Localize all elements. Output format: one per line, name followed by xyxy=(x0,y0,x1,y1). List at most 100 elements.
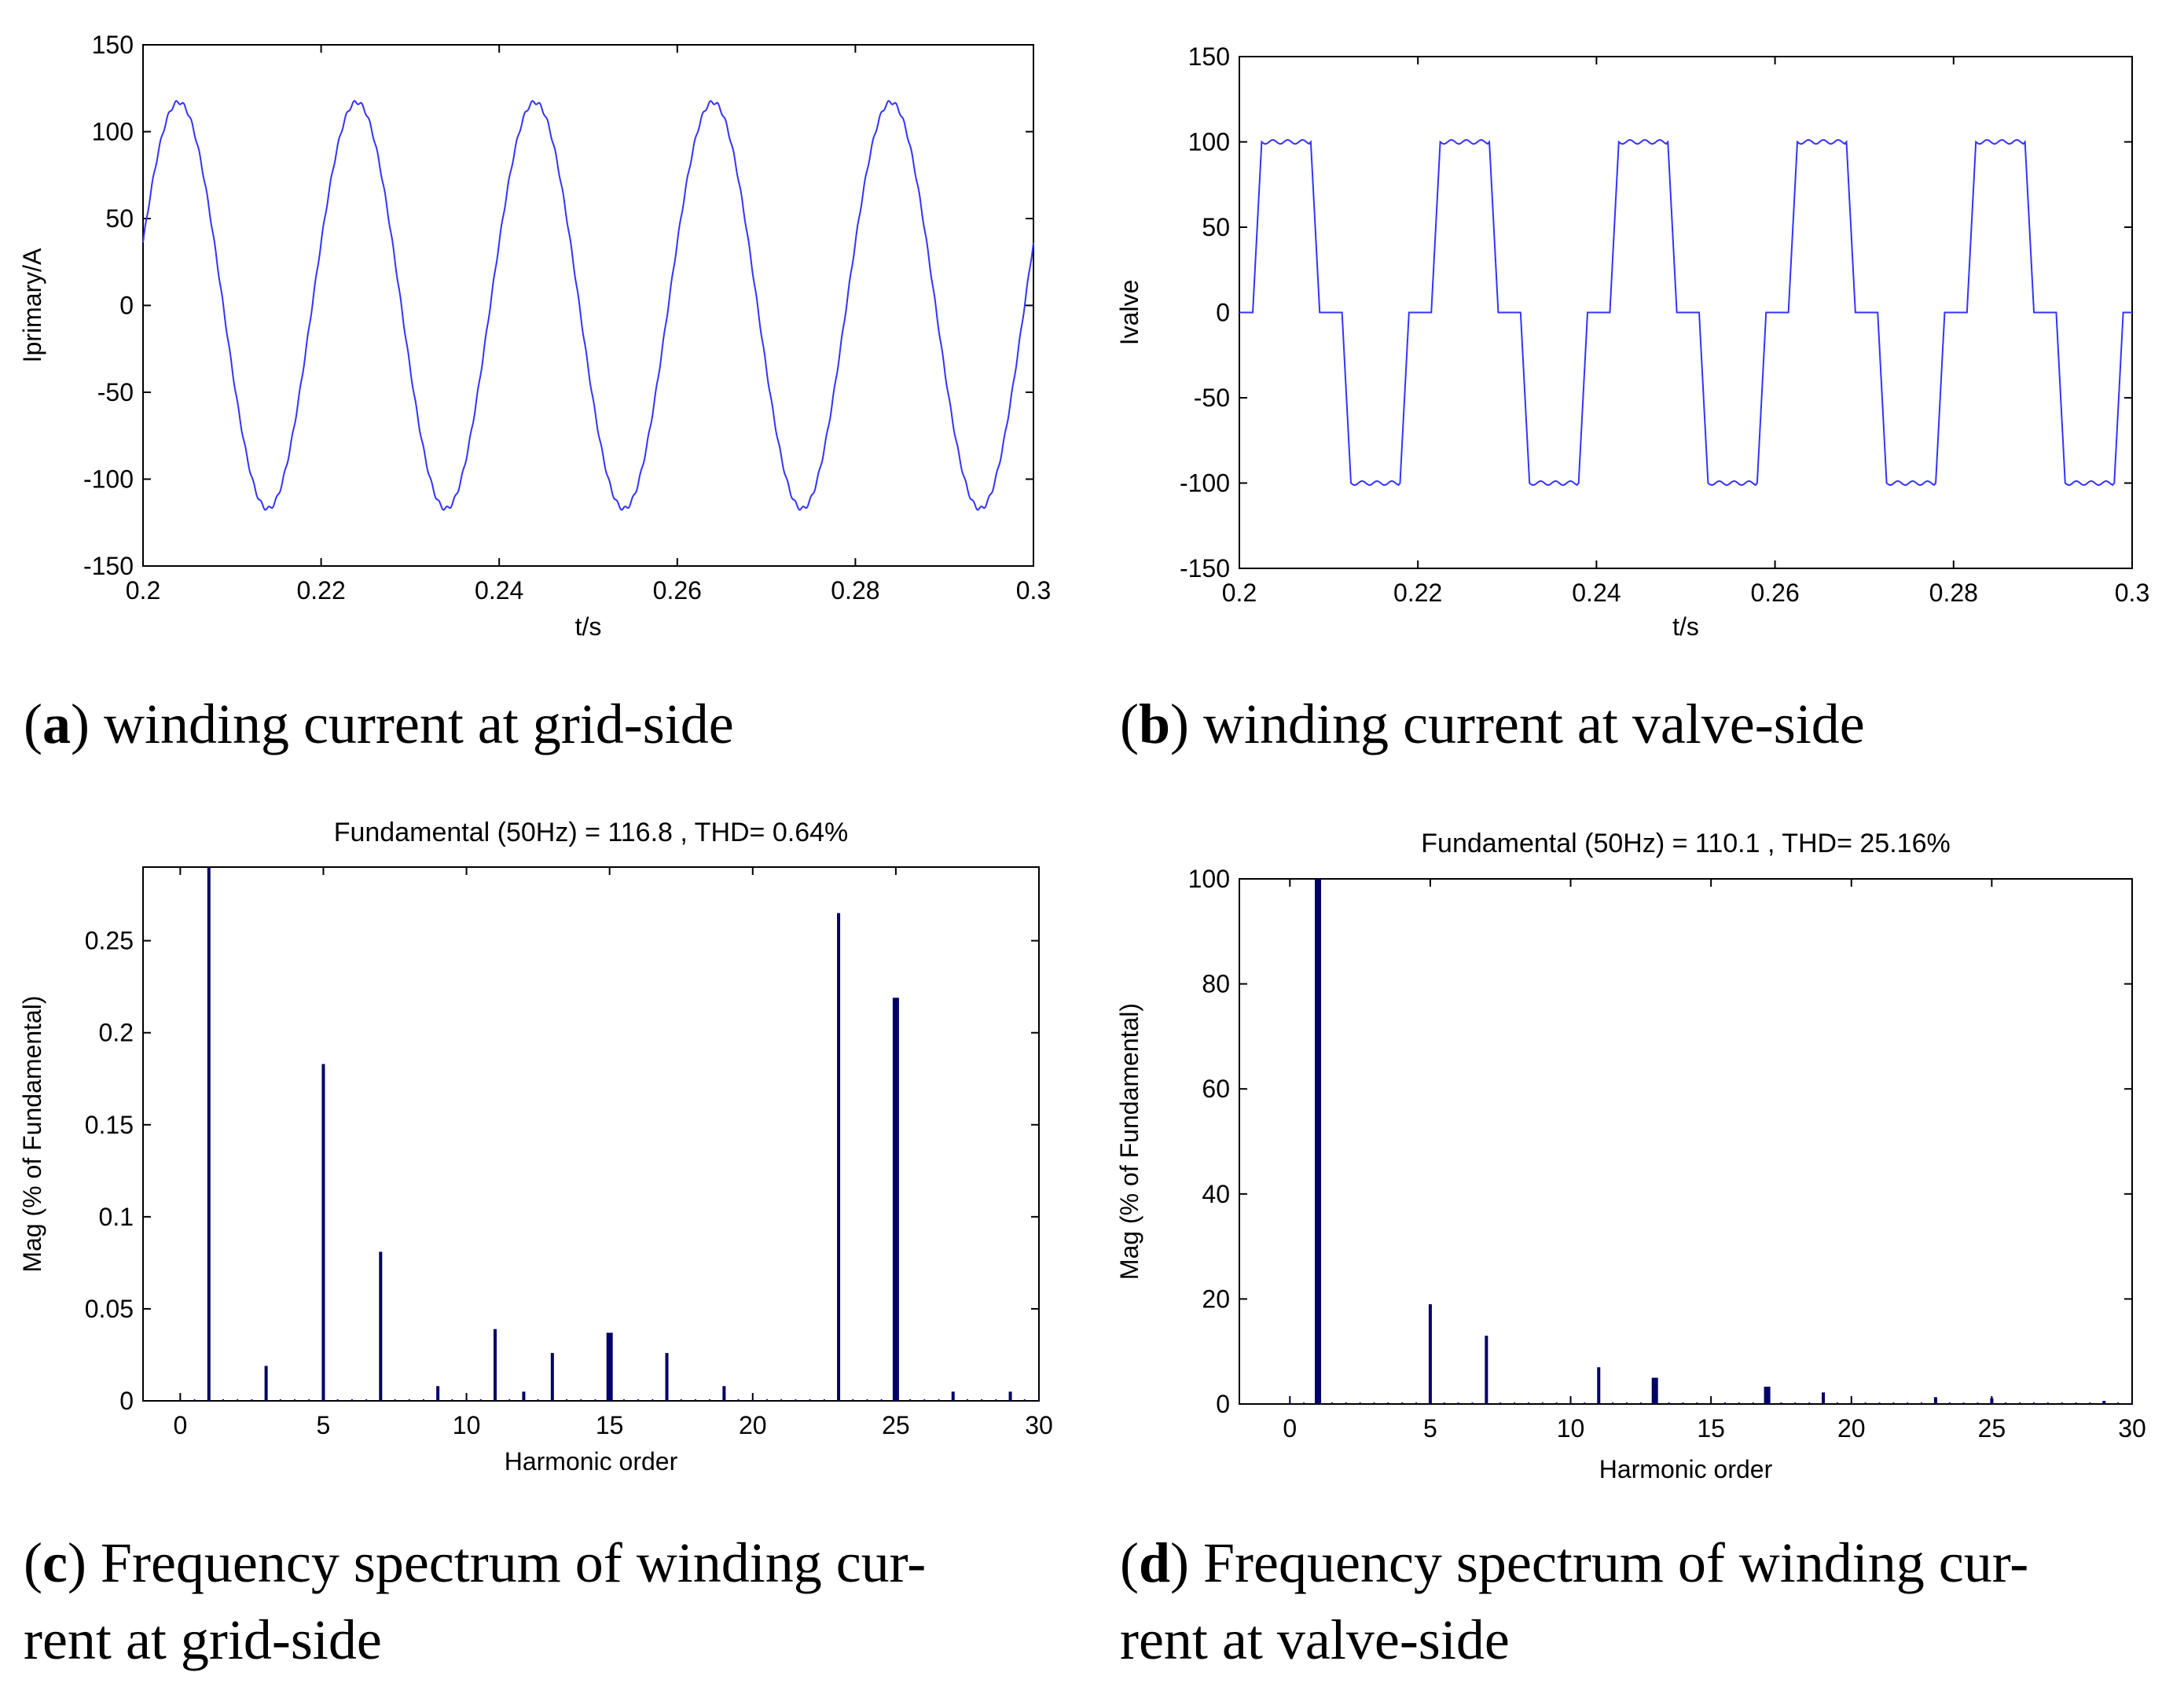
panel-d-ytick-label: 40 xyxy=(1202,1180,1230,1208)
panel-b-ytick-label: 0 xyxy=(1216,299,1230,327)
panel-d-bar-h7 xyxy=(1485,1336,1488,1404)
panel-d-xtick-label: 10 xyxy=(1557,1414,1585,1443)
panel-a-ytick-label: -100 xyxy=(83,465,134,494)
panel-b-ytick-label: -100 xyxy=(1180,469,1230,498)
panel-c-bar-h1 xyxy=(207,867,211,1401)
panel-d-bar-h19 xyxy=(1822,1392,1826,1404)
panel-a-xtick-label: 0.26 xyxy=(653,576,702,605)
panel-a-ytick-label: 100 xyxy=(92,118,134,146)
panel-c-chart-title: Fundamental (50Hz) = 116.8 , THD= 0.64% xyxy=(334,818,849,847)
panel-d-chart-title: Fundamental (50Hz) = 110.1 , THD= 25.16% xyxy=(1421,829,1950,858)
panel-d-bar-h17 xyxy=(1764,1386,1771,1404)
panel-d-bar-h1 xyxy=(1315,879,1322,1404)
panel-a-series-line-Iprimary xyxy=(142,100,1034,511)
panel-b-winding-current-valve-side: 0.2 0.22 0.24 0.26 0.28 0.3 150 100 50 0 -50 -100 -1… xyxy=(1115,42,2149,755)
panel-c-xtick-label: 25 xyxy=(882,1411,910,1439)
panel-b-yaxis-label: Ivalve xyxy=(1115,280,1143,346)
panel-b-xaxis-label: t/s xyxy=(1672,612,1699,641)
panel-c-bar-h23 xyxy=(837,913,841,1401)
panel-c-bar-h27 xyxy=(951,1391,955,1401)
panel-d-xtick-label: 0 xyxy=(1283,1414,1297,1443)
panel-d-xtick-label: 30 xyxy=(2118,1414,2146,1443)
panel-d-ytick-label: 20 xyxy=(1202,1285,1230,1313)
panel-c-bar-h12 xyxy=(522,1391,526,1401)
panel-d-xtick-label: 25 xyxy=(1978,1414,2006,1443)
panel-c-frequency-spectrum-grid-side: 0 5 10 15 20 25 30 0 0.05 0.1 0.15 0.2 0.25 Harmonic … xyxy=(18,818,1053,1671)
panel-d-bar-h13 xyxy=(1651,1377,1658,1404)
panel-c-bar-h15 xyxy=(606,1332,613,1401)
panel-b-xtick-label: 0.22 xyxy=(1393,579,1442,607)
panel-c-ytick-label: 0.15 xyxy=(85,1111,134,1139)
panel-c-bar-h11 xyxy=(493,1329,497,1401)
panel-d-caption-line-2: rent at valve-side xyxy=(1120,1608,1510,1671)
panel-c-bar-h25 xyxy=(892,998,899,1401)
panel-c-plot-frame xyxy=(142,866,1040,1402)
panel-c-bar-h5 xyxy=(321,1064,325,1401)
panel-a-yaxis-label: Iprimary/A xyxy=(18,248,46,362)
panel-d-ytick-label: 100 xyxy=(1188,865,1230,893)
panel-c-yaxis-label: Mag (% of Fundamental) xyxy=(18,995,46,1272)
panel-b-ytick-label: 150 xyxy=(1188,42,1230,71)
panel-d-bar-h23 xyxy=(1933,1397,1937,1404)
panel-d-xtick-label: 15 xyxy=(1697,1414,1725,1443)
panel-b-ytick-label: -50 xyxy=(1194,384,1230,412)
panel-d-frequency-spectrum-valve-side: 0 5 10 15 20 25 30 0 20 40 60 80 100 Harmonic order Ma… xyxy=(1115,829,2146,1671)
panel-d-xtick-label: 5 xyxy=(1423,1414,1437,1443)
panel-c-bar-h29 xyxy=(1008,1391,1012,1401)
panel-b-xtick-label: 0.2 xyxy=(1222,579,1257,607)
panel-d-bar-h11 xyxy=(1597,1367,1601,1404)
panel-c-xtick-label: 0 xyxy=(173,1411,187,1439)
panel-c-bar-h17 xyxy=(665,1353,669,1401)
panel-d-bar-h5 xyxy=(1428,1304,1432,1404)
panel-a-ytick-label: -150 xyxy=(83,552,134,580)
panel-c-bar-h7 xyxy=(379,1251,383,1401)
panel-a-xaxis-label: t/s xyxy=(575,612,602,641)
panel-c-caption-line-2: rent at grid-side xyxy=(24,1608,382,1671)
panel-d-bar-h29 xyxy=(2102,1400,2106,1404)
panel-d-bar-h25 xyxy=(1990,1398,1994,1404)
panel-a-caption-letter: a xyxy=(42,693,71,755)
panel-d-xaxis-label: Harmonic order xyxy=(1599,1455,1773,1483)
panel-b-xtick-label: 0.26 xyxy=(1750,579,1799,607)
panel-c-xtick-label: 10 xyxy=(453,1411,481,1439)
panel-a-ytick-label: 0 xyxy=(119,292,134,320)
panel-c-caption-letter: c xyxy=(42,1531,68,1594)
panel-c-ytick-label: 0.1 xyxy=(99,1203,134,1231)
panel-d-caption-line-1: (d) Frequency spectrum of winding cur- xyxy=(1120,1531,2028,1594)
panel-a-winding-current-grid-side: 0.2 0.22 0.24 0.26 0.28 0.3 150 100 50 0 -50 -100 -1… xyxy=(18,31,1051,755)
panel-c-xaxis-label: Harmonic order xyxy=(505,1447,678,1476)
panel-a-xtick-label: 0.2 xyxy=(126,576,160,605)
panel-b-caption-letter: b xyxy=(1139,693,1170,755)
panel-a-ytick-label: 50 xyxy=(105,204,134,233)
panel-a-plot-frame xyxy=(142,44,1034,567)
panel-d-caption-letter: d xyxy=(1139,1531,1170,1594)
panel-c-bar-h19 xyxy=(722,1386,726,1401)
panel-b-caption-line-1: (b) winding current at valve-side xyxy=(1120,693,1865,755)
panel-c-ytick-label: 0.25 xyxy=(85,927,134,955)
panel-a-xtick-label: 0.3 xyxy=(1016,576,1051,605)
panel-a-xtick-label: 0.24 xyxy=(475,576,523,605)
panel-c-caption-line-1: (c) Frequency spectrum of winding cur- xyxy=(24,1531,926,1594)
panel-c-bar-h3 xyxy=(264,1365,268,1401)
panel-d-yaxis-label: Mag (% of Fundamental) xyxy=(1115,1003,1143,1280)
panel-a-ytick-label: -50 xyxy=(97,378,134,406)
panel-c-bar-h9 xyxy=(436,1386,440,1401)
panel-d-ytick-label: 80 xyxy=(1202,970,1230,998)
panel-b-ytick-label: 50 xyxy=(1202,213,1230,241)
panel-d-plot-frame xyxy=(1239,878,2133,1405)
panel-d-ytick-label: 60 xyxy=(1202,1075,1230,1103)
panel-c-xtick-label: 15 xyxy=(596,1411,624,1439)
panel-c-xtick-label: 5 xyxy=(317,1411,331,1439)
panel-c-xtick-label: 30 xyxy=(1025,1411,1053,1439)
panel-b-xtick-label: 0.28 xyxy=(1929,579,1978,607)
panel-a-caption-line-1: (a) winding current at grid-side xyxy=(24,693,734,755)
panel-c-ytick-label: 0 xyxy=(119,1387,134,1415)
panel-c-bar-h13 xyxy=(550,1353,554,1401)
panel-b-ytick-label: -150 xyxy=(1180,554,1230,583)
panel-b-series-line-Ivalve xyxy=(1239,138,2132,487)
panel-a-xtick-label: 0.28 xyxy=(831,576,879,605)
panel-c-ytick-label: 0.2 xyxy=(99,1019,134,1047)
panel-d-xtick-label: 20 xyxy=(1837,1414,1866,1443)
panel-c-xtick-label: 20 xyxy=(739,1411,767,1439)
